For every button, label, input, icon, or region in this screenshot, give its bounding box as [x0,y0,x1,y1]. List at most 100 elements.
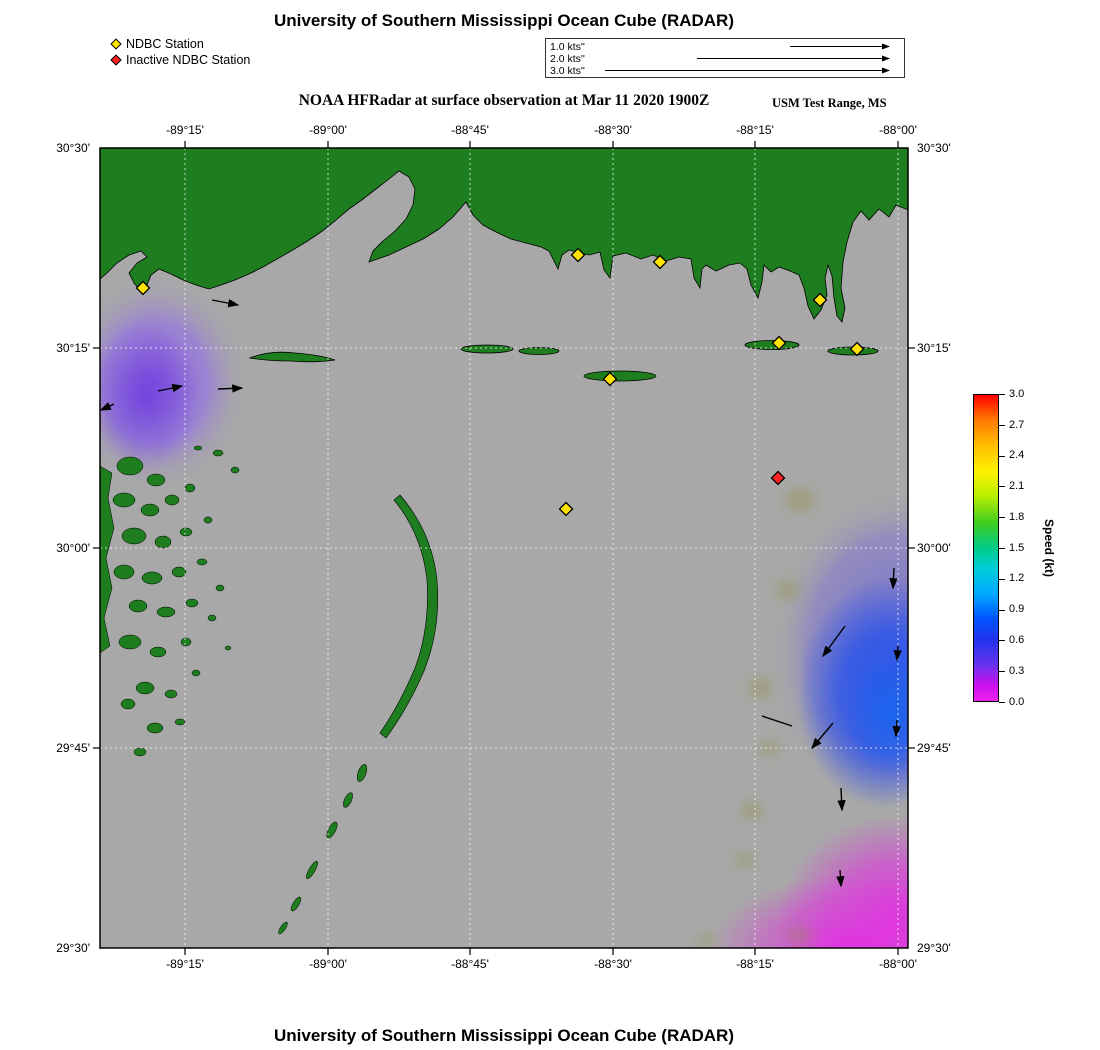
lon-label-bottom: -88°00' [879,957,917,971]
legend-label-inactive: Inactive NDBC Station [126,53,251,67]
lat-label-left: 29°45' [56,741,90,755]
barrier-island [248,351,336,363]
station-legend: NDBC Station Inactive NDBC Station [110,36,251,68]
lon-label-top: -88°15' [736,123,774,137]
colorbar-tick-label: 2.4 [1009,449,1025,461]
axis-ticks [93,141,915,955]
current-vector-arrow [889,567,898,590]
graticule [100,148,908,948]
colorbar-tick-label: 1.5 [1009,542,1025,554]
lat-label-left: 30°30' [56,141,90,155]
ndbc-station-marker [849,341,865,357]
page-title-bottom: University of Southern Mississippi Ocean… [273,1026,734,1045]
land [100,148,908,935]
station-markers [135,247,865,517]
speed-colorbar [973,394,999,702]
colorbar-tick-label: 0.3 [1009,665,1025,677]
chandeleur-islets [278,764,368,935]
colorbar-tick-label: 0.0 [1009,696,1025,708]
colorbar-tick [999,610,1005,611]
colorbar-tick [999,579,1005,580]
current-vector-arrow [893,645,902,662]
lon-label-top: -88°30' [594,123,632,137]
page-title: University of Southern Mississippi Ocean… [273,11,734,30]
lat-label-right: 30°30' [917,141,951,155]
current-vector-arrow [157,383,184,393]
colorbar-tick [999,548,1005,549]
barrier-island [518,347,560,355]
vector-scale: 1.0 kts'' 2.0 kts'' 3.0 kts'' [545,38,905,78]
ndbc-station-marker [652,254,668,270]
colorbar-tick [999,671,1005,672]
ndbc-station-marker [558,501,574,517]
lon-label-top: -88°45' [451,123,489,137]
barrier-island [460,344,514,354]
lat-label-right: 29°30' [917,941,951,955]
lon-label-bottom: -88°30' [594,957,632,971]
current-vector-arrow [836,869,845,888]
lat-label-right: 30°15' [917,341,951,355]
lon-label-top: -89°00' [309,123,347,137]
mainland [100,148,908,323]
legend-label-active: NDBC Station [126,37,204,51]
sea-background [100,148,908,948]
colorbar-tick [999,517,1005,518]
colorbar-tick-label: 0.6 [1009,634,1025,646]
colorbar-tick [999,456,1005,457]
current-vector-arrow [100,402,115,411]
chandeleur-islands [379,494,439,739]
current-vector-arrow [761,715,793,727]
test-range-label: USM Test Range, MS [772,96,887,110]
current-vector-arrow [822,625,846,658]
lon-label-bottom: -89°00' [309,957,347,971]
marsh-islands [100,445,240,757]
colorbar-tick [999,486,1005,487]
colorbar-tick [999,394,1005,395]
ndbc-station-marker [812,292,828,308]
colorbar-tick-label: 0.9 [1009,603,1025,615]
colorbar-tick-label: 1.8 [1009,511,1025,523]
ndbc-station-marker [602,371,618,387]
lat-label-left: 30°00' [56,541,90,555]
lat-label-left: 30°15' [56,341,90,355]
current-vector-arrow [811,722,834,750]
ndbc-station-marker [771,335,787,351]
current-vector-arrow [217,384,244,393]
colorbar-tick-label: 2.1 [1009,480,1025,492]
scale-box [545,38,905,78]
current-vector-arrow [837,787,846,812]
observation-subtitle: NOAA HFRadar at surface observation at M… [298,92,710,109]
current-vector-arrow [892,719,901,738]
lon-label-top: -88°00' [879,123,917,137]
colorbar-tick-label: 2.7 [1009,419,1025,431]
barrier-island [583,370,657,382]
ndbc-station-icon [110,38,122,50]
legend-row-inactive: Inactive NDBC Station [110,52,251,68]
ndbc-station-marker [570,247,586,263]
current-vectors [100,299,902,888]
inactive-ndbc-station-icon [110,54,122,66]
colorbar-title: Speed (kt) [1042,518,1056,578]
lon-label-bottom: -89°15' [166,957,204,971]
colorbar-tick [999,640,1005,641]
inactive-ndbc-station-marker [770,470,786,486]
lon-label-top: -89°15' [166,123,204,137]
legend-row-active: NDBC Station [110,36,250,52]
lat-label-right: 30°00' [917,541,951,555]
speed-blob-residuals [698,488,816,948]
scale-label-2: 2.0 kts'' [550,53,585,65]
lat-label-right: 29°45' [917,741,951,755]
map [93,141,915,955]
lat-label-left: 29°30' [56,941,90,955]
scale-label-3: 3.0 kts'' [550,65,585,77]
lon-label-bottom: -88°45' [451,957,489,971]
colorbar-tick-label: 3.0 [1009,388,1025,400]
colorbar-tick [999,425,1005,426]
colorbar-tick [999,702,1005,703]
scale-label-1: 1.0 kts'' [550,41,585,53]
lon-label-bottom: -88°15' [736,957,774,971]
current-vector-arrow [211,299,240,308]
ndbc-station-marker [135,280,151,296]
colorbar-tick-label: 1.2 [1009,572,1025,584]
